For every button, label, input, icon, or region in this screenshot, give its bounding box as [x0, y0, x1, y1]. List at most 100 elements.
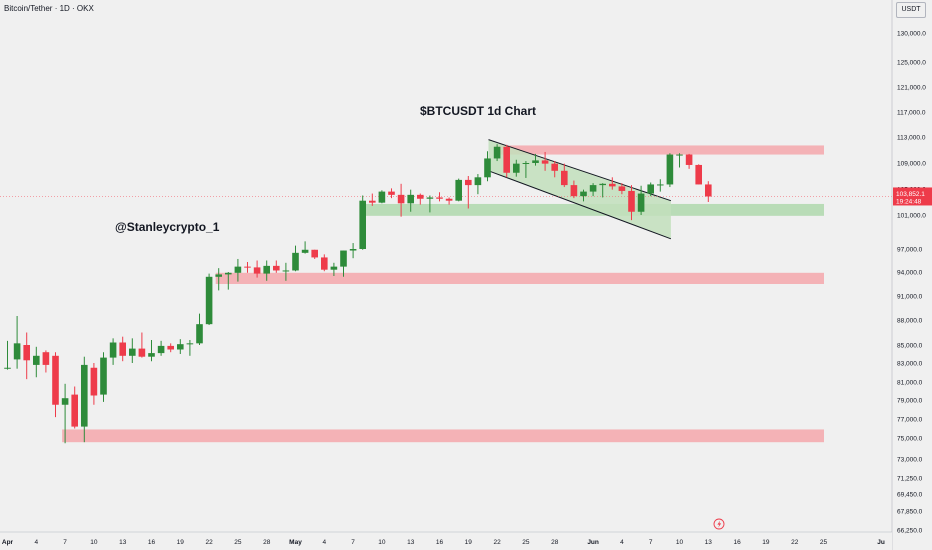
time-tick-label: 25 [820, 539, 828, 546]
candle [330, 262, 338, 276]
candle [426, 195, 434, 213]
price-tick-label: 66,250.0 [897, 528, 923, 535]
candle [301, 241, 309, 254]
candle [628, 185, 635, 221]
candle [311, 249, 318, 259]
candle-body [637, 193, 645, 212]
candle-body [609, 183, 616, 187]
channel-layer [488, 139, 672, 240]
candle-body [657, 184, 664, 186]
time-tick-label: Apr [2, 539, 14, 546]
candle [465, 176, 472, 209]
time-tick-label: 13 [407, 539, 415, 546]
candle-body [541, 160, 549, 164]
candle-body [378, 191, 386, 203]
candle-body [618, 186, 626, 191]
time-tick-label: 28 [551, 539, 559, 546]
candle-body [551, 163, 558, 171]
time-tick-label: 13 [705, 539, 713, 546]
channel-fill [488, 139, 671, 239]
price-tick-label: 67,850.0 [897, 509, 923, 516]
time-axis-panel [0, 532, 892, 550]
supply-zone [494, 145, 824, 155]
candle [138, 332, 146, 358]
time-tick-label: Jun [587, 539, 599, 546]
time-tick-label: 4 [620, 539, 624, 546]
candle-body [532, 160, 539, 163]
candle-body [676, 154, 683, 156]
candle-body [196, 324, 203, 344]
candle-body [129, 348, 136, 356]
price-tick-label: 97,000.0 [897, 247, 923, 254]
candle [349, 243, 357, 259]
candle-body [215, 274, 222, 277]
candle-body [119, 342, 126, 356]
price-tick-label: 130,000.0 [897, 31, 926, 38]
candle-body [388, 191, 395, 195]
time-tick-label: 10 [378, 539, 386, 546]
candle-body [244, 266, 251, 268]
price-tick-label: 109,000.0 [897, 161, 926, 168]
price-tick-label: 101,000.0 [897, 213, 926, 220]
candle-body [513, 163, 520, 173]
candle-body [148, 353, 155, 357]
candle [378, 190, 386, 204]
candle [205, 273, 213, 325]
candle-body [599, 183, 606, 186]
candle-body [455, 179, 462, 201]
candle [4, 340, 11, 370]
candle [109, 338, 117, 365]
candle-body [445, 198, 453, 201]
time-tick-label: 7 [351, 539, 355, 546]
price-axis-panel [892, 0, 932, 550]
price-tick-label: 125,000.0 [897, 60, 926, 67]
candle-body [301, 249, 309, 253]
lightning-bolt-glyph [717, 520, 722, 528]
candle-body [23, 345, 30, 361]
candle [397, 183, 405, 217]
candle-body [282, 270, 290, 272]
author-watermark: @Stanleycrypto_1 [115, 220, 220, 234]
candle [676, 153, 683, 168]
candle [522, 161, 530, 178]
currency-selector[interactable]: USDT [896, 2, 926, 18]
candle-body [311, 249, 318, 258]
symbol-interval-label[interactable]: Bitcoin/Tether · 1D · OKX [4, 4, 94, 13]
candle [705, 181, 712, 202]
price-tick-label: 71,250.0 [897, 476, 923, 483]
candle [71, 386, 78, 429]
candle-body [397, 194, 405, 204]
candle [695, 164, 702, 185]
candle [541, 151, 549, 171]
candle [273, 260, 280, 273]
candle [263, 260, 270, 281]
candle-body [61, 398, 69, 405]
time-tick-label: 7 [649, 539, 653, 546]
candle [551, 161, 558, 178]
zones-layer [62, 145, 825, 443]
candle-body [225, 272, 232, 275]
bar-countdown: 19:24:48 [896, 198, 922, 205]
candle-body [90, 367, 98, 396]
candle-body [234, 266, 242, 273]
candle-body [628, 190, 635, 212]
candle [503, 144, 510, 178]
candle [647, 182, 654, 197]
candle-body [647, 184, 654, 194]
candle [493, 144, 501, 162]
time-tick-label: 19 [177, 539, 185, 546]
candle [618, 183, 626, 195]
candle [321, 254, 328, 272]
lightning-bolt-icon[interactable] [713, 518, 725, 530]
candle [292, 245, 299, 272]
candle [455, 178, 462, 202]
candle [81, 356, 88, 443]
candle-body [465, 179, 472, 186]
time-tick-label: 13 [119, 539, 127, 546]
time-tick-label: 10 [676, 539, 684, 546]
candle [589, 183, 597, 197]
candle-body [52, 355, 59, 405]
candle [61, 383, 69, 444]
